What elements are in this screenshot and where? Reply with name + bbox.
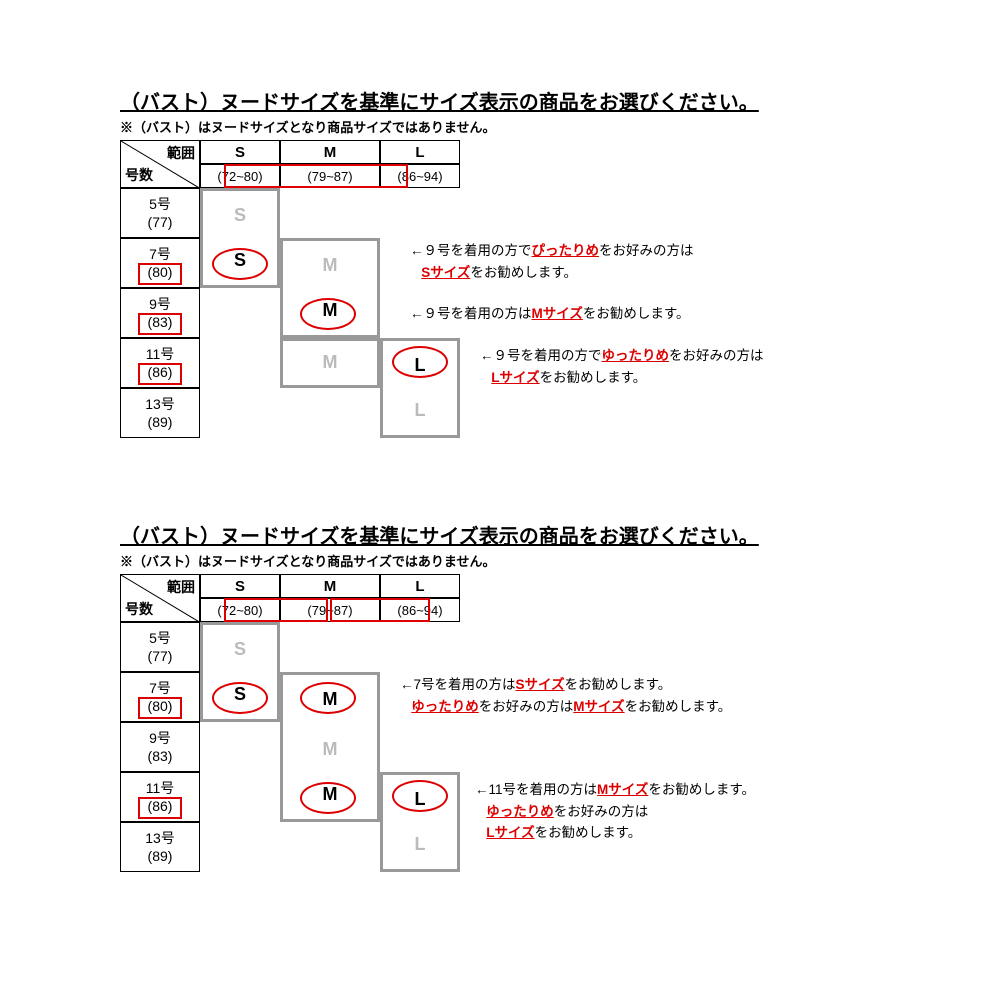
range-l-2: (86~94) xyxy=(380,598,460,622)
range-s-2: (72~80) xyxy=(200,598,280,622)
gbox-l-2: L L xyxy=(380,772,460,872)
note-3: ←９号を着用の方でゆったりめをお好みの方は Lサイズをお勧めします。 xyxy=(480,345,764,388)
chart1-title: （バスト）ヌードサイズを基準にサイズ表示の商品をお選びください。 xyxy=(120,86,880,115)
col-m-2: M xyxy=(280,574,380,598)
range-m: (79~87) xyxy=(280,164,380,188)
col-s-2: S xyxy=(200,574,280,598)
row-9: 9号(83) xyxy=(120,288,200,338)
range-s: (72~80) xyxy=(200,164,280,188)
row-13-2: 13号(89) xyxy=(120,822,200,872)
chart2-grid: 範囲 号数 S M L (72~80) (79~87) (86~94) 5号(7… xyxy=(120,574,880,874)
row-5-2: 5号(77) xyxy=(120,622,200,672)
col-s: S xyxy=(200,140,280,164)
range-l: (86~94) xyxy=(380,164,460,188)
row-7-2: 7号(80) xyxy=(120,672,200,722)
row-11: 11号(86) xyxy=(120,338,200,388)
chart2-subtitle: ※（バスト）はヌードサイズとなり商品サイズではありません。 xyxy=(120,551,880,570)
col-m: M xyxy=(280,140,380,164)
col-l: L xyxy=(380,140,460,164)
hdr-diag-2: 範囲 号数 xyxy=(120,574,200,622)
row-5: 5号(77) xyxy=(120,188,200,238)
row-13: 13号(89) xyxy=(120,388,200,438)
note-2: ←９号を着用の方はMサイズをお勧めします。 xyxy=(410,303,690,325)
chart2-title: （バスト）ヌードサイズを基準にサイズ表示の商品をお選びください。 xyxy=(120,520,880,549)
chart1-subtitle: ※（バスト）はヌードサイズとなり商品サイズではありません。 xyxy=(120,117,880,136)
gbox-l: L L xyxy=(380,338,460,438)
gbox-s-2: S S xyxy=(200,622,280,722)
row-7: 7号(80) xyxy=(120,238,200,288)
row-11-2: 11号(86) xyxy=(120,772,200,822)
gbox-m: M M xyxy=(280,238,380,338)
col-l-2: L xyxy=(380,574,460,598)
size-chart-1: （バスト）ヌードサイズを基準にサイズ表示の商品をお選びください。 ※（バスト）は… xyxy=(120,86,880,445)
note-1: ←９号を着用の方でぴったりめをお好みの方は Sサイズをお勧めします。 xyxy=(410,240,694,283)
gbox-m2: M xyxy=(280,338,380,388)
row-9-2: 9号(83) xyxy=(120,722,200,772)
note-2-1: ←7号を着用の方はSサイズをお勧めします。 ゆったりめをお好みの方はMサイズをお… xyxy=(400,674,731,717)
chart1-grid: 範囲 号数 S M L (72~80) (79~87) (86~94) 5号(7… xyxy=(120,140,880,440)
note-2-2: ←11号を着用の方はMサイズをお勧めします。 ゆったりめをお好みの方は Lサイズ… xyxy=(475,779,755,844)
gbox-s: S S xyxy=(200,188,280,288)
range-m-2: (79~87) xyxy=(280,598,380,622)
size-chart-2: （バスト）ヌードサイズを基準にサイズ表示の商品をお選びください。 ※（バスト）は… xyxy=(120,520,880,879)
hdr-diag: 範囲 号数 xyxy=(120,140,200,188)
gbox-m-2a: M M M xyxy=(280,672,380,822)
